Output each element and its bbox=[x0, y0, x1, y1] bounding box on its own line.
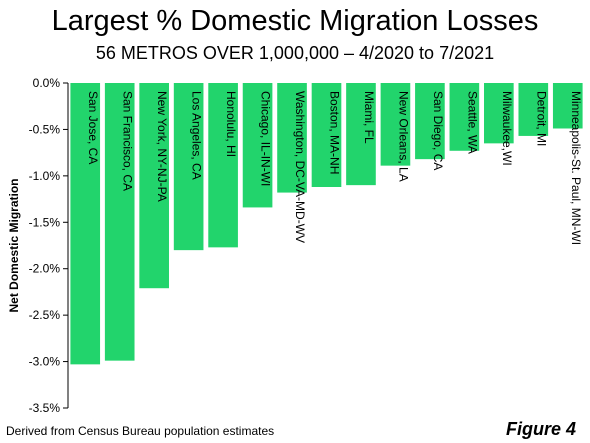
bar-8 bbox=[346, 83, 376, 186]
bar-9 bbox=[380, 83, 411, 166]
bars-group: San Jose, CA San Francisco, CA New York, N… bbox=[70, 83, 583, 365]
bar-category-label: Minneapolis-St. Paul, MN-WI bbox=[569, 91, 583, 245]
bar-5 bbox=[242, 83, 273, 208]
y-tick-label: -2.5% bbox=[29, 308, 61, 322]
bar-category-label: Washington, DC-VA-MD-WV bbox=[293, 91, 307, 243]
y-tick-label: -3.5% bbox=[29, 401, 61, 415]
bar-category-label: Detroit, MI bbox=[534, 91, 548, 146]
y-tick-label: -2.0% bbox=[29, 262, 61, 276]
bar-category-label: Miami, FL bbox=[362, 91, 376, 144]
source-note: Derived from Census Bureau population es… bbox=[6, 424, 275, 438]
bar-14 bbox=[552, 83, 583, 129]
y-tick-label: -0.5% bbox=[29, 122, 61, 136]
bar-3 bbox=[173, 83, 204, 251]
bar-category-label: Chicago, IL-IN-WI bbox=[259, 91, 273, 186]
bar-category-label: Seattle, WA bbox=[465, 91, 479, 154]
y-tick-label: -1.5% bbox=[29, 215, 61, 229]
bar-1 bbox=[104, 83, 135, 361]
y-tick-label: 0.0% bbox=[33, 76, 61, 90]
bar-category-label: New York, NY-NJ-PA bbox=[155, 91, 169, 202]
bar-6 bbox=[277, 83, 307, 193]
figure-label: Figure 4 bbox=[505, 419, 576, 439]
y-axis-label: Net Domestic Migration bbox=[7, 178, 21, 312]
bar-category-label: San Diego, CA bbox=[431, 91, 445, 170]
bar-10 bbox=[415, 83, 445, 160]
y-tick-label: -3.0% bbox=[29, 355, 61, 369]
bar-4 bbox=[208, 83, 238, 248]
bar-category-label: San Francisco, CA bbox=[121, 91, 135, 191]
bar-12 bbox=[484, 83, 514, 144]
bar-category-label: Boston, MA-NH bbox=[328, 91, 342, 174]
bar-2 bbox=[139, 83, 169, 289]
bar-category-label: Honolulu, HI bbox=[224, 91, 238, 157]
y-tick-label: -1.0% bbox=[29, 169, 61, 183]
y-ticks-group: 0.0% -0.5% -1.0% -1.5% -2.0% -2.5% -3.0% -3.5% bbox=[29, 76, 68, 415]
bar-0 bbox=[70, 83, 101, 365]
bar-category-label: Los Angeles, CA bbox=[190, 91, 204, 180]
bar-category-label: New Orleans, LA bbox=[396, 91, 410, 182]
chart-title: Largest % Domestic Migration Losses bbox=[51, 5, 539, 37]
bar-category-label: San Jose, CA bbox=[86, 91, 100, 164]
bar-7 bbox=[311, 83, 342, 187]
chart-subtitle: 56 METROS OVER 1,000,000 – 4/2020 to 7/2… bbox=[95, 43, 495, 63]
bar-13 bbox=[518, 83, 549, 136]
bar-category-label: Milwaukee,WI bbox=[500, 91, 514, 166]
bar-11 bbox=[449, 83, 480, 151]
